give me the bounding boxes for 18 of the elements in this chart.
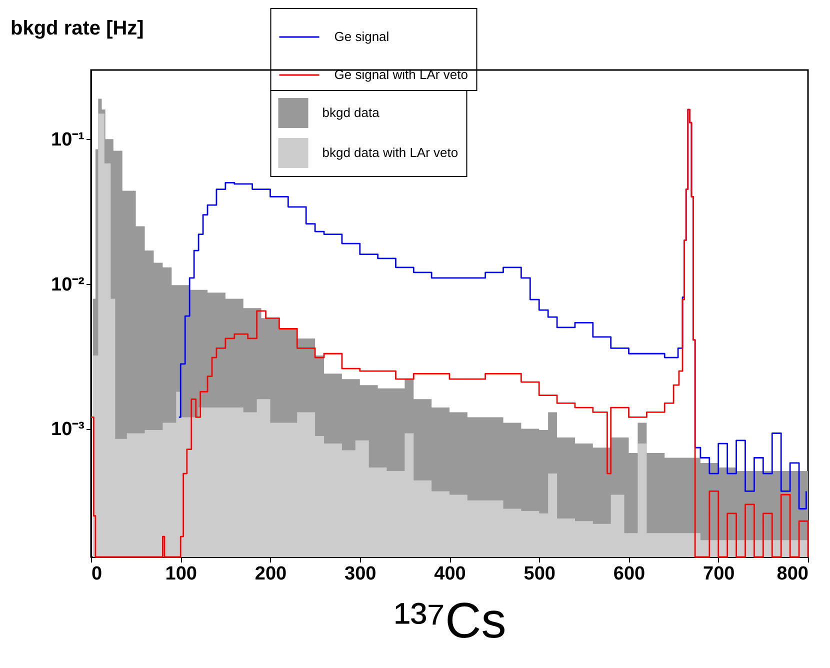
x-tick-label: 100 [165,564,197,584]
x-tick-label: 500 [524,564,556,584]
legend-label: bkgd data [322,105,380,120]
x-tick-label: 700 [703,564,735,584]
x-tick-label: 800 [776,564,808,584]
legend-label: Ge signal with LAr veto [334,67,468,82]
legend-label: bkgd data with LAr veto [322,145,458,160]
x-tick-label: 0 [92,564,102,584]
x-tick-label: 200 [254,564,287,584]
x-tick-label: 400 [434,564,466,584]
y-tick-label: 10⁻¹ [51,130,84,151]
x-axis-title: ¹³⁷Cs [394,592,506,648]
y-tick-label: 10⁻² [51,274,84,296]
y-axis-title: bkgd rate [Hz] [10,18,144,40]
y-tick-label: 10⁻³ [51,419,84,440]
x-tick-label: 300 [344,564,376,584]
x-tick-label: 600 [613,564,646,584]
legend-label: Ge signal [334,29,390,44]
